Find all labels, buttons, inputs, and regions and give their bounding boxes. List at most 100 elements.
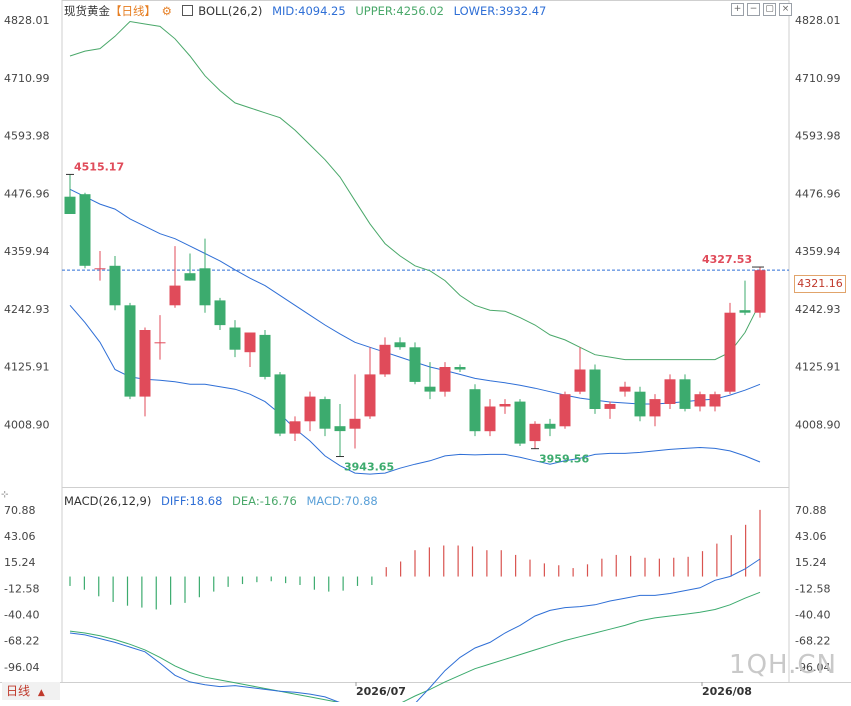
macd-indicator-label: MACD(26,12,9) <box>64 494 152 508</box>
boll-upper-value: UPPER:4256.02 <box>355 4 444 18</box>
macd-diff-line <box>69 558 761 706</box>
price-tick-right: 4125.91 <box>795 361 841 374</box>
candle-body <box>274 374 286 434</box>
candle-body <box>589 369 601 409</box>
price-tick-right: 4359.94 <box>795 245 841 258</box>
main-legend: 现货黄金【日线】 ⚙ BOLL(26,2) MID:4094.25 UPPER:… <box>64 3 552 19</box>
candle-body <box>124 305 136 397</box>
candle-body <box>64 196 76 214</box>
price-tick-left: 4476.96 <box>4 187 50 200</box>
candle-body <box>169 285 181 306</box>
macd-tick-left: 15.24 <box>4 556 36 569</box>
candle-body <box>109 265 121 306</box>
candle-body <box>454 367 466 370</box>
macd-tick-right: -68.22 <box>795 635 830 648</box>
candle-body <box>619 386 631 392</box>
candle-body <box>709 394 721 407</box>
candle-body <box>394 342 406 348</box>
price-tick-right: 4828.01 <box>795 14 841 27</box>
macd-tick-right: -12.58 <box>795 582 830 595</box>
candle-body <box>379 344 391 375</box>
macd-tick-right: -96.04 <box>795 661 830 674</box>
candle-body <box>199 268 211 306</box>
annotation-label: 3959.56 <box>539 453 589 466</box>
boll-lower-line <box>69 304 761 475</box>
x-label-aug: 2026/08 <box>702 685 752 698</box>
candle-body <box>724 312 736 392</box>
period-label: 【日线】 <box>110 4 156 18</box>
candle-body <box>79 194 91 266</box>
candle-body <box>484 406 496 432</box>
annotation-label: 4515.17 <box>74 160 124 173</box>
macd-tick-right: 43.06 <box>795 530 827 543</box>
candle-body <box>259 334 271 377</box>
macd-dea-line <box>69 591 761 706</box>
zoom-out-icon[interactable]: − <box>747 3 760 16</box>
price-tick-left: 4593.98 <box>4 130 50 143</box>
boll-mid-value: MID:4094.25 <box>272 4 346 18</box>
candle-body <box>334 426 346 432</box>
candle-body <box>304 396 316 422</box>
price-tick-left: 4710.99 <box>4 72 50 85</box>
candle-body <box>559 394 571 427</box>
annotation-label: 3943.65 <box>344 461 394 474</box>
boll-indicator-label: BOLL(26,2) <box>198 4 263 18</box>
boll-lower-value: LOWER:3932.47 <box>453 4 547 18</box>
candle-body <box>664 379 676 404</box>
current-price-tag: 4321.16 <box>794 275 846 293</box>
candle-body <box>244 332 256 353</box>
candle-body <box>574 369 586 392</box>
candle-body <box>649 399 661 417</box>
price-tick-right: 4242.93 <box>795 303 841 316</box>
macd-tick-right: -40.40 <box>795 609 830 622</box>
candle-body <box>214 300 226 326</box>
boll-upper-line <box>69 20 761 361</box>
candle-body <box>544 423 556 429</box>
candle-body <box>604 404 616 409</box>
price-tick-left: 4125.91 <box>4 361 50 374</box>
candle-body <box>154 342 166 344</box>
settings-square-icon[interactable] <box>181 5 193 16</box>
macd-tick-right: 70.88 <box>795 504 827 517</box>
candle-body <box>94 268 106 270</box>
candle-body <box>229 327 241 350</box>
watermark: 1QH.CN <box>729 650 837 680</box>
candle-body <box>694 394 706 407</box>
candle-body <box>469 389 481 432</box>
price-tick-right: 4593.98 <box>795 130 841 143</box>
close-icon[interactable]: × <box>779 3 792 16</box>
candle-body <box>439 367 451 392</box>
price-tick-left: 4008.90 <box>4 418 50 431</box>
zoom-in-icon[interactable]: + <box>731 3 744 16</box>
period-select-button[interactable]: 日线 ▲ <box>2 682 60 700</box>
triangle-up-icon: ▲ <box>37 688 45 698</box>
candle-body <box>424 386 436 392</box>
fullscreen-icon[interactable]: ▢ <box>763 3 776 16</box>
macd-tick-left: -68.22 <box>4 635 39 648</box>
price-tick-right: 4710.99 <box>795 72 841 85</box>
gear-icon[interactable]: ⚙ <box>161 4 172 18</box>
candle-body <box>349 418 361 429</box>
candle-body <box>319 399 331 429</box>
candle-body <box>514 401 526 444</box>
candle-body <box>739 310 751 313</box>
instrument-name: 现货黄金 <box>64 4 110 18</box>
period-select-label: 日线 <box>6 684 31 698</box>
candle-body <box>364 374 376 417</box>
candle-body <box>754 270 766 313</box>
x-label-jul: 2026/07 <box>356 685 406 698</box>
price-tick-left: 4242.93 <box>4 303 50 316</box>
candle-body <box>499 404 511 407</box>
macd-tick-left: 70.88 <box>4 504 36 517</box>
resize-handle-icon[interactable]: ⊹ <box>1 490 9 500</box>
macd-tick-left: -40.40 <box>4 609 39 622</box>
price-pane-border <box>61 0 790 488</box>
candle-body <box>409 347 421 382</box>
macd-tick-right: 15.24 <box>795 556 827 569</box>
candle-body <box>289 421 301 434</box>
macd-diff-value: DIFF:18.68 <box>161 494 223 508</box>
macd-tick-left: 43.06 <box>4 530 36 543</box>
macd-macd-value: MACD:70.88 <box>306 494 378 508</box>
